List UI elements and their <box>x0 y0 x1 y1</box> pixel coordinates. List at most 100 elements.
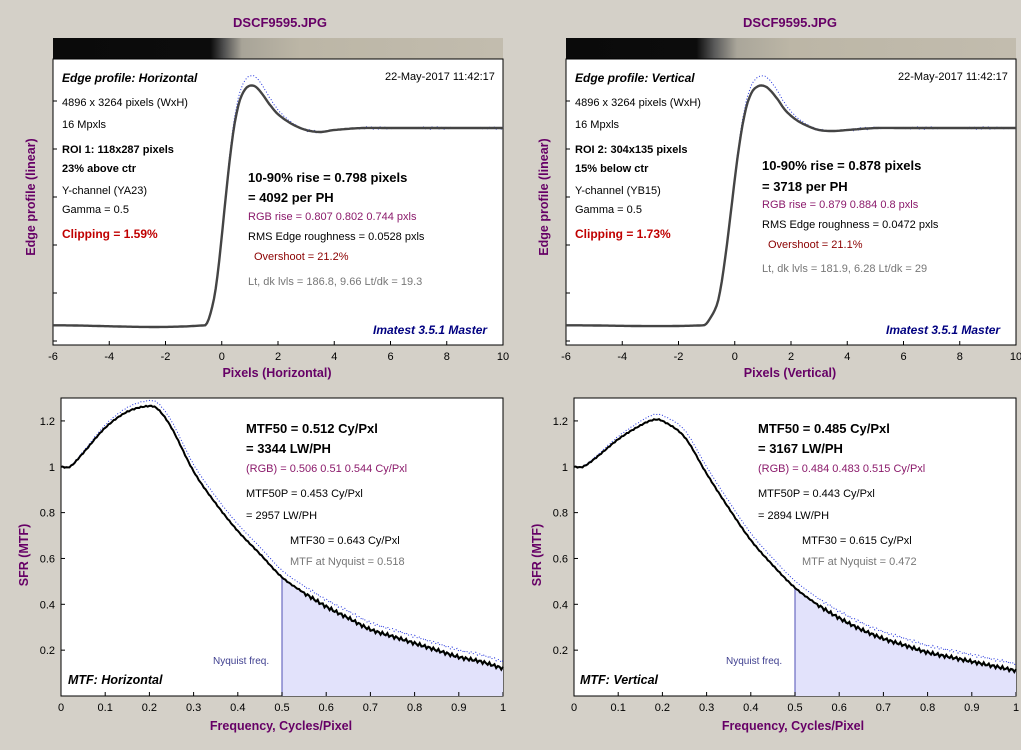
left-mtf-xtick-label: 0.9 <box>451 702 466 714</box>
right-roughness: RMS Edge roughness = 0.0472 pxls <box>762 219 939 231</box>
left-mtf-xtick-label: 0.1 <box>98 702 113 714</box>
left-mtf-xtick-label: 0.5 <box>274 702 289 714</box>
right-edge-xtick-label: -6 <box>561 351 571 363</box>
left-mtf-ytick-label: 0.6 <box>40 553 55 565</box>
right-mtf-ytick-label: 0.8 <box>553 508 568 520</box>
left-mtf-xtick-label: 1 <box>500 702 506 714</box>
left-edge-xtick-label: 2 <box>275 351 281 363</box>
right-edge-xtick-label: 6 <box>900 351 906 363</box>
right-mtf-panel-title: MTF: Vertical <box>580 673 659 687</box>
right-nyquist-value: MTF at Nyquist = 0.472 <box>802 556 917 568</box>
left-per-ph: = 4092 per PH <box>248 190 334 205</box>
left-mpxls: 16 Mpxls <box>62 119 107 131</box>
right-mtf-xlabel: Frequency, Cycles/Pixel <box>721 719 865 733</box>
left-grayscale-strip <box>53 38 503 59</box>
left-roughness: RMS Edge roughness = 0.0528 pxls <box>248 231 425 243</box>
left-mtf50p-lwph: = 2957 LW/PH <box>246 510 318 522</box>
right-edge-xtick-label: 0 <box>732 351 738 363</box>
left-nyquist-label: Nyquist freq. <box>213 656 270 667</box>
left-mtf50p: MTF50P = 0.453 Cy/Pxl <box>246 488 363 500</box>
right-edge-ylabel: Edge profile (linear) <box>537 138 551 256</box>
right-clipping: Clipping = 1.73% <box>575 227 671 241</box>
left-mtf-xtick-label: 0 <box>58 702 64 714</box>
right-edge-panel-title: Edge profile: Vertical <box>575 71 695 85</box>
left-gamma: Gamma = 0.5 <box>62 204 129 216</box>
left-mtf-xlabel: Frequency, Cycles/Pixel <box>209 719 353 733</box>
right-mtf50: MTF50 = 0.485 Cy/Pxl <box>758 421 890 436</box>
left-edge-plot-area <box>52 58 504 346</box>
right-mtf50p: MTF50P = 0.443 Cy/Pxl <box>758 488 875 500</box>
left-edge-xlabel: Pixels (Horizontal) <box>222 366 332 380</box>
left-mtf-xtick-label: 0.8 <box>407 702 422 714</box>
right-mtf-xtick-label: 0.8 <box>920 702 935 714</box>
right-mtf-xtick-label: 0.3 <box>699 702 714 714</box>
left-mtf-ytick-label: 0.2 <box>40 645 55 657</box>
right-mtf-ylabel: SFR (MTF) <box>530 523 544 587</box>
right-edge-plot-area <box>565 58 1017 346</box>
left-filename: DSCF9595.JPG <box>233 15 327 30</box>
left-mtf30: MTF30 = 0.643 Cy/Pxl <box>290 535 400 547</box>
right-watermark: Imatest 3.5.1 Master <box>886 323 1001 337</box>
right-mtf-xtick-label: 0 <box>571 702 577 714</box>
right-edge-xtick-label: 8 <box>957 351 963 363</box>
left-levels: Lt, dk lvls = 186.8, 9.66 Lt/dk = 19.3 <box>248 276 423 288</box>
right-edge-luminance-line <box>566 84 1016 328</box>
right-mtf-ytick-label: 0.6 <box>553 553 568 565</box>
left-mtf-xtick-label: 0.3 <box>186 702 201 714</box>
left-edge-xtick-label: 8 <box>444 351 450 363</box>
left-overshoot: Overshoot = 21.2% <box>254 251 349 263</box>
left-mtf50: MTF50 = 0.512 Cy/Pxl <box>246 421 378 436</box>
right-mtf-xtick-label: 0.6 <box>832 702 847 714</box>
right-mtf-xtick-label: 0.2 <box>655 702 670 714</box>
left-mtf-luminance-line <box>60 404 504 672</box>
left-edge-xtick-label: 6 <box>387 351 393 363</box>
right-filename: DSCF9595.JPG <box>743 15 837 30</box>
left-edge-ylabel: Edge profile (linear) <box>24 138 38 256</box>
left-edge-xtick-label: 10 <box>497 351 509 363</box>
right-mpxls: 16 Mpxls <box>575 119 620 131</box>
right-image-size: 4896 x 3264 pixels (WxH) <box>575 97 701 109</box>
left-image-size: 4896 x 3264 pixels (WxH) <box>62 97 188 109</box>
right-levels: Lt, dk lvls = 181.9, 6.28 Lt/dk = 29 <box>762 263 928 275</box>
left-watermark: Imatest 3.5.1 Master <box>373 323 488 337</box>
right-mtf-luminance-line <box>573 417 1017 675</box>
right-timestamp: 22-May-2017 11:42:17 <box>898 71 1008 83</box>
right-mtf-xtick-label: 0.1 <box>611 702 626 714</box>
right-edge-xlabel: Pixels (Vertical) <box>743 366 837 380</box>
right-mtf50p-lwph: = 2894 LW/PH <box>758 510 830 522</box>
right-edge-xtick-label: 2 <box>788 351 794 363</box>
left-roi: ROI 1: 118x287 pixels <box>62 144 174 156</box>
left-timestamp: 22-May-2017 11:42:17 <box>385 71 495 83</box>
left-mtf-xtick-label: 0.2 <box>142 702 157 714</box>
left-roi-position: 23% above ctr <box>62 163 136 175</box>
right-per-ph: = 3718 per PH <box>762 179 848 194</box>
right-edge-xtick-label: -2 <box>674 351 684 363</box>
right-rgb-rise: RGB rise = 0.879 0.884 0.8 pxls <box>762 199 919 211</box>
left-mtf50-lwph: = 3344 LW/PH <box>246 441 331 456</box>
left-rise: 10-90% rise = 0.798 pixels <box>248 170 408 185</box>
left-mtf-ytick-label: 1.2 <box>40 416 55 428</box>
left-clipping: Clipping = 1.59% <box>62 227 158 241</box>
left-mtf-ytick-label: 0.8 <box>40 508 55 520</box>
left-mtf-ylabel: SFR (MTF) <box>17 523 31 587</box>
right-mtf-rgb: (RGB) = 0.484 0.483 0.515 Cy/Pxl <box>758 463 926 475</box>
right-roi-position: 15% below ctr <box>575 163 649 175</box>
left-mtf-ytick-label: 0.4 <box>40 599 55 611</box>
right-mtf-xtick-label: 0.9 <box>964 702 979 714</box>
right-mtf-nyquist-region <box>795 587 1016 696</box>
left-mtf-xtick-label: 0.4 <box>230 702 245 714</box>
right-overshoot: Overshoot = 21.1% <box>768 239 863 251</box>
right-mtf-xtick-label: 0.7 <box>876 702 891 714</box>
left-edge-xtick-label: 0 <box>219 351 225 363</box>
left-rgb-rise: RGB rise = 0.807 0.802 0.744 pxls <box>248 211 417 223</box>
right-mtf-ytick-label: 1.2 <box>553 416 568 428</box>
right-mtf-ytick-label: 1 <box>562 462 568 474</box>
left-edge-luminance-line <box>53 84 503 329</box>
right-mtf50-lwph: = 3167 LW/PH <box>758 441 843 456</box>
right-edge-xtick-label: 10 <box>1010 351 1021 363</box>
right-rise: 10-90% rise = 0.878 pixels <box>762 158 922 173</box>
left-edge-xtick-label: -2 <box>161 351 171 363</box>
right-grayscale-strip <box>566 38 1016 59</box>
left-edge-xtick-label: 4 <box>331 351 337 363</box>
